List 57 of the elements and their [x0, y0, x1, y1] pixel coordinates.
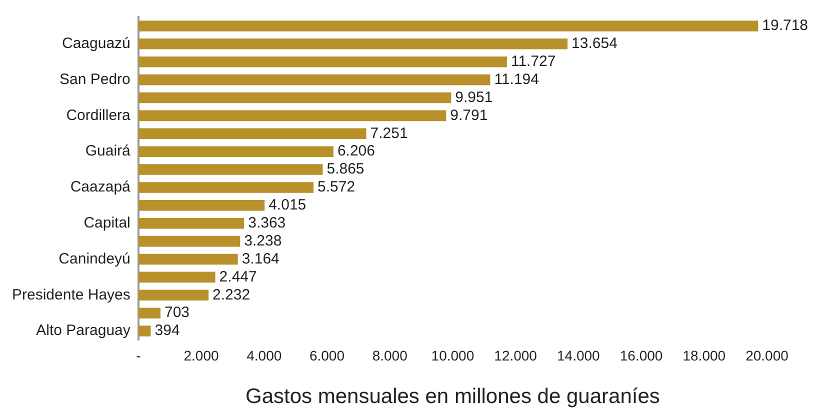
y-tick-label: Caaguazú: [62, 35, 130, 52]
y-tick-label: Capital: [84, 214, 130, 232]
data-label: 703: [164, 304, 190, 322]
y-tick-label: San Pedro: [60, 70, 130, 88]
data-label: 5.865: [326, 160, 364, 178]
data-label: 4.015: [268, 196, 306, 214]
bar: [138, 272, 216, 283]
data-label: 11.727: [510, 53, 556, 70]
x-tick-label: 4.000: [246, 347, 282, 364]
x-tick-label: 2.000: [184, 347, 219, 364]
bar: [138, 56, 507, 68]
data-label: 3.238: [244, 232, 282, 250]
x-tick-label: 14.000: [557, 347, 600, 364]
data-label: 9.791: [450, 106, 488, 124]
data-label: 5.572: [318, 178, 356, 196]
data-label: 11.194: [494, 70, 539, 88]
data-label: 7.251: [370, 124, 408, 142]
bar: [138, 20, 758, 32]
data-label: 9.951: [455, 88, 493, 106]
data-label: 3.164: [242, 250, 280, 268]
x-tick-label: 6.000: [309, 347, 345, 364]
x-tick-label: -: [136, 347, 142, 364]
data-label: 6.206: [337, 142, 375, 160]
bar: [138, 200, 265, 211]
data-label: 394: [154, 322, 180, 340]
bar: [138, 146, 334, 157]
x-tick-label: 20.000: [746, 347, 789, 364]
y-tick-label: Canindeyú: [58, 250, 130, 268]
bar: [138, 290, 209, 301]
data-label: 2.232: [212, 286, 250, 304]
bar: [138, 254, 238, 265]
bar: [138, 182, 314, 193]
bar: [138, 164, 323, 175]
data-label: 13.654: [572, 35, 618, 52]
x-tick-label: 10.000: [431, 347, 474, 364]
bar: [138, 236, 240, 247]
data-label: 19.718: [762, 17, 808, 34]
x-tick-label: 8.000: [372, 347, 408, 364]
bar: [138, 218, 244, 229]
x-tick-label: 16.000: [620, 347, 663, 364]
x-tick-label: 18.000: [682, 347, 726, 364]
y-tick-label: Presidente Hayes: [12, 286, 130, 304]
bar: [138, 128, 366, 140]
y-tick-label: Guairá: [85, 142, 132, 160]
bar: [138, 38, 568, 50]
x-axis-title: Gastos mensuales en millones de guaraníes: [245, 385, 660, 408]
bar: [138, 326, 151, 336]
data-label: 2.447: [219, 268, 257, 286]
bar: [138, 110, 446, 122]
bar: [138, 74, 490, 86]
x-tick-label: 12.000: [494, 347, 538, 364]
bar: [138, 308, 160, 318]
y-tick-label: Caazapá: [70, 178, 132, 196]
bar: [138, 92, 452, 104]
data-label: 3.363: [248, 214, 286, 232]
y-tick-label: Alto Paraguay: [36, 322, 131, 340]
y-tick-label: Cordillera: [66, 106, 132, 124]
